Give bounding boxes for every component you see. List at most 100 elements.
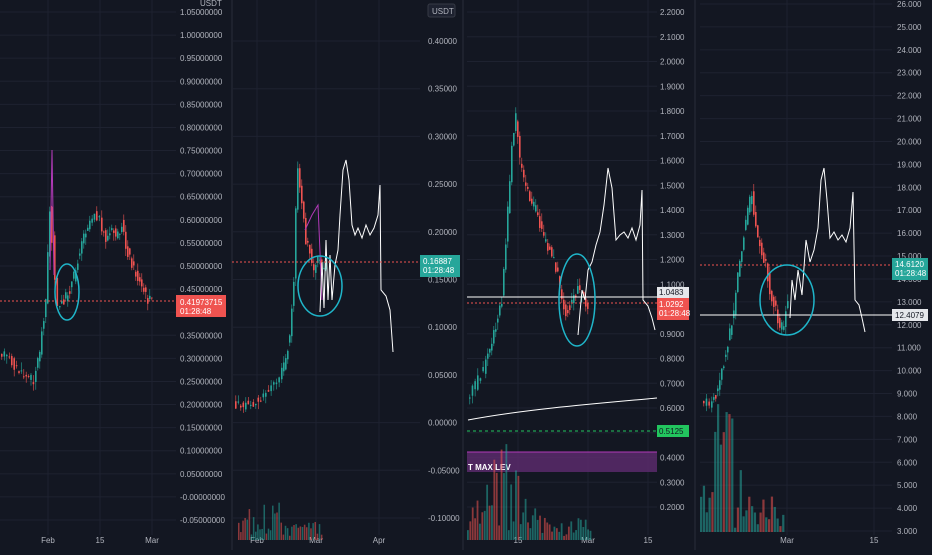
panel-2-projection-drawing — [319, 159, 394, 353]
candle — [505, 244, 507, 270]
y-tick-label: 0.35000 — [428, 85, 457, 94]
candle — [311, 248, 313, 263]
y-tick-label: 0.00000 — [428, 419, 457, 428]
volume-bar — [491, 505, 493, 540]
candle — [65, 292, 67, 299]
y-tick-label: 0.60000000 — [180, 216, 223, 225]
candle — [255, 403, 257, 406]
candle — [113, 230, 115, 233]
candle — [54, 235, 56, 280]
volume-bar — [739, 470, 742, 532]
y-tick-label: 25.000 — [897, 23, 922, 32]
candle — [783, 326, 785, 330]
candle — [32, 382, 35, 385]
candle — [278, 377, 280, 383]
y-tick-label: 0.20000000 — [180, 401, 223, 410]
volume-bar — [589, 530, 592, 540]
panel-3-candles — [469, 107, 589, 405]
candle — [103, 231, 105, 233]
y-tick-label: 0.3000 — [660, 478, 685, 487]
candle — [729, 328, 731, 341]
candle — [515, 113, 517, 131]
candle — [741, 251, 743, 262]
y-tick-label: 0.05000 — [428, 371, 457, 380]
volume-bar — [714, 431, 717, 532]
panel-4-highlight-circle — [759, 264, 815, 336]
candle — [81, 241, 83, 254]
candle — [519, 135, 521, 158]
panel-4-price-tag: 14.6120 — [895, 260, 924, 269]
candle — [25, 374, 27, 377]
candle — [307, 240, 309, 243]
y-tick-label: 5.000 — [897, 481, 918, 490]
candle — [551, 247, 553, 257]
candle — [725, 354, 727, 357]
volume-bar — [541, 532, 544, 540]
candle — [43, 321, 45, 329]
volume-bar — [708, 497, 711, 532]
candle — [545, 239, 547, 242]
volume-bar — [259, 529, 261, 540]
candle — [739, 260, 741, 277]
candle — [237, 401, 240, 403]
volume-bar — [572, 532, 575, 540]
volume-bar — [587, 529, 589, 540]
volume-bar — [570, 521, 573, 540]
volume-bar — [773, 506, 776, 532]
panel-2-x-axis: Feb Mar Apr — [250, 536, 385, 545]
candle — [767, 263, 769, 282]
volume-bar — [483, 510, 486, 540]
panel-4-volume — [700, 404, 785, 532]
candle — [535, 205, 537, 212]
y-tick-label: 0.80000000 — [180, 123, 223, 132]
volume-bar — [280, 522, 283, 540]
candle — [773, 296, 775, 307]
panel-4-countdown: 01:28:48 — [895, 269, 927, 278]
volume-bar — [267, 528, 270, 540]
candle — [297, 168, 299, 210]
volume-bar — [582, 527, 585, 540]
volume-bar — [246, 519, 249, 540]
candle — [731, 325, 733, 335]
panel-4: 26.000 25.000 24.000 23.000 22.000 21.000 20.0… — [694, 0, 928, 550]
candle — [703, 400, 705, 404]
y-tick-label: 0.35000000 — [180, 331, 223, 340]
volume-bar — [579, 519, 582, 540]
volume-bar — [512, 521, 515, 540]
volume-bar — [762, 499, 765, 532]
y-tick-label: 0.30000000 — [180, 354, 223, 363]
panel-3-countdown: 01:28:48 — [659, 309, 691, 318]
candle — [129, 248, 131, 255]
candle — [527, 186, 529, 189]
candle — [83, 233, 85, 244]
candle — [537, 212, 539, 216]
volume-bar — [238, 522, 240, 540]
candle — [743, 237, 745, 250]
candle — [145, 287, 147, 292]
candle — [265, 392, 267, 397]
candle — [569, 305, 571, 310]
candle — [585, 298, 587, 307]
candle — [543, 232, 545, 236]
y-tick-label: 17.000 — [897, 206, 922, 215]
y-tick-label: -0.00000000 — [180, 493, 225, 502]
candle — [737, 272, 739, 293]
panel-3-green-tag-bg — [657, 425, 689, 437]
candle — [262, 393, 265, 398]
volume-bar — [255, 531, 257, 540]
y-tick-label: 0.85000000 — [180, 100, 223, 109]
candle — [573, 295, 575, 304]
candle — [89, 220, 91, 230]
panel-1-countdown: 01:28:48 — [180, 307, 212, 316]
y-tick-label: 21.000 — [897, 115, 922, 124]
candle — [305, 217, 307, 245]
panel-4-price-tag-bg — [892, 258, 928, 280]
candle — [571, 299, 573, 303]
candle — [289, 335, 291, 343]
volume-bar — [779, 526, 782, 532]
y-tick-label: 8.000 — [897, 412, 918, 421]
candle — [91, 218, 93, 223]
candle — [745, 219, 747, 230]
volume-bar — [717, 404, 720, 532]
volume-bar — [577, 518, 580, 540]
